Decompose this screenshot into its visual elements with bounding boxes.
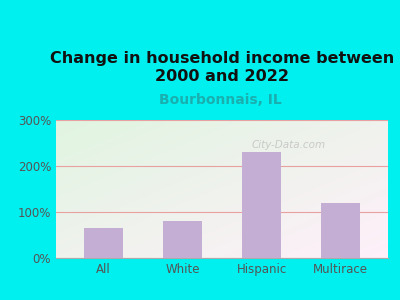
Title: Change in household income between
2000 and 2022: Change in household income between 2000 … xyxy=(50,50,394,84)
Text: City-Data.com: City-Data.com xyxy=(251,140,326,150)
Bar xyxy=(242,152,281,258)
Bar xyxy=(84,228,123,258)
Bar xyxy=(321,203,360,258)
Text: Bourbonnais, IL: Bourbonnais, IL xyxy=(159,92,281,106)
Bar xyxy=(163,221,202,258)
